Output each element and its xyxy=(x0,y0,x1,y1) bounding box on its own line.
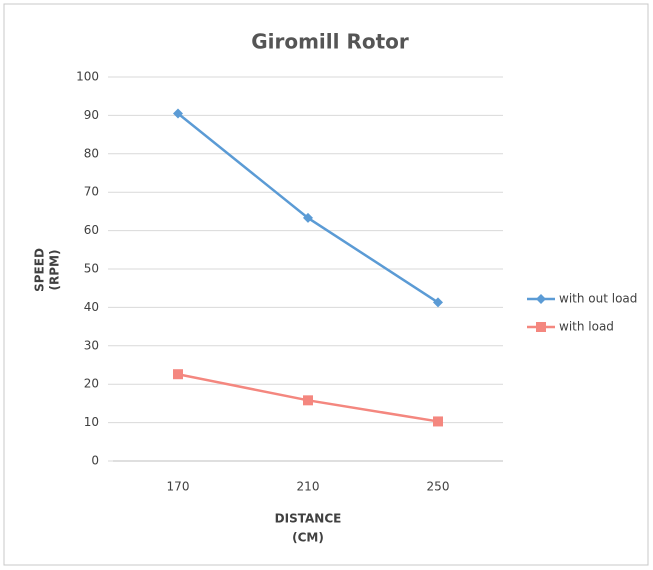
y-tick-label: 10 xyxy=(84,415,99,429)
x-tick-label: 210 xyxy=(297,480,320,494)
chart-title: Giromill Rotor xyxy=(251,30,409,54)
data-point xyxy=(173,369,183,380)
legend-label: with load xyxy=(559,320,614,334)
data-point xyxy=(173,108,183,119)
data-point xyxy=(433,297,443,308)
legend-label: with out load xyxy=(559,292,637,306)
y-tick-label: 70 xyxy=(84,185,99,199)
data-point xyxy=(433,416,443,427)
y-tick-label: 0 xyxy=(91,454,99,468)
data-point xyxy=(303,395,313,406)
x-tick-label: 250 xyxy=(427,480,450,494)
y-tick-label: 80 xyxy=(84,146,99,160)
x-axis-title: DISTANCE xyxy=(275,512,342,526)
y-tick-label: 90 xyxy=(84,108,99,122)
y-tick-label: 60 xyxy=(84,223,99,237)
data-point xyxy=(303,212,313,223)
y-tick-label: 50 xyxy=(84,262,99,276)
y-tick-label: 40 xyxy=(84,300,99,314)
legend-marker xyxy=(536,322,546,332)
x-axis-title: (CM) xyxy=(292,531,324,545)
legend-marker xyxy=(536,294,546,304)
chart-frame xyxy=(3,3,649,566)
y-tick-label: 100 xyxy=(76,70,99,84)
x-tick-label: 170 xyxy=(167,480,190,494)
y-axis-title: (RPM) xyxy=(48,250,62,291)
y-axis-title: SPEED xyxy=(33,248,47,292)
y-tick-label: 30 xyxy=(84,338,99,352)
y-tick-label: 20 xyxy=(84,377,99,391)
